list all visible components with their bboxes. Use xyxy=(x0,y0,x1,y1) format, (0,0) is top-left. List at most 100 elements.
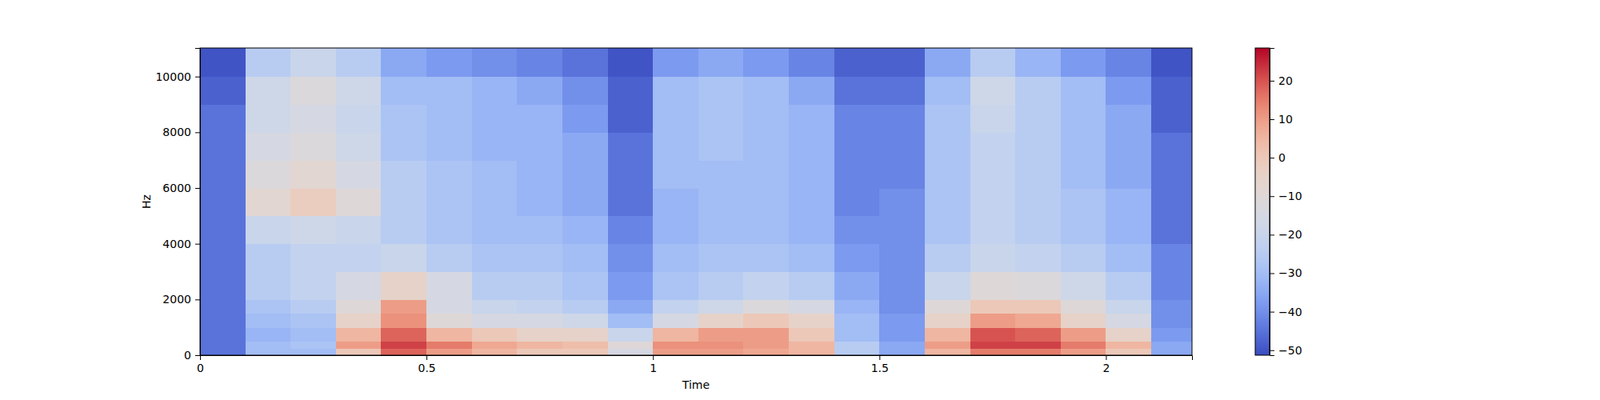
cell xyxy=(743,327,789,342)
x-axis-tick-label: 0.5 xyxy=(417,361,436,375)
cell xyxy=(1151,76,1192,105)
cell xyxy=(380,132,427,160)
cell xyxy=(1060,76,1107,105)
y-axis-tick: 0 xyxy=(184,348,200,362)
cell xyxy=(1105,348,1152,356)
cell xyxy=(516,48,563,77)
cell xyxy=(290,341,336,349)
cell xyxy=(970,272,1016,300)
cell xyxy=(788,341,835,349)
cell xyxy=(834,348,880,356)
cell xyxy=(879,341,925,349)
cell xyxy=(1105,76,1152,105)
cell xyxy=(426,216,472,244)
cell xyxy=(608,327,654,342)
cell xyxy=(245,188,292,216)
cell xyxy=(834,188,880,216)
cell xyxy=(970,313,1016,328)
cell xyxy=(336,341,382,349)
cell xyxy=(652,348,699,356)
cell xyxy=(562,132,608,160)
cell xyxy=(380,299,427,314)
cell xyxy=(200,299,246,314)
cell xyxy=(743,76,789,105)
chart: 00.511.520200040006000800010000TimeHz−50… xyxy=(0,0,1600,400)
colorbar-axis-tick-label: 10 xyxy=(1278,112,1293,126)
colorbar-axis-tick: −20 xyxy=(1269,228,1303,241)
cell xyxy=(290,48,336,77)
x-axis-tick-label: 1.5 xyxy=(871,361,889,375)
cell xyxy=(788,313,835,328)
cell xyxy=(834,299,880,314)
x-axis: 00.511.52 xyxy=(196,355,1192,375)
cell xyxy=(1151,272,1192,300)
cell xyxy=(1015,327,1061,342)
cell xyxy=(608,132,654,160)
cell xyxy=(562,160,608,188)
cell xyxy=(834,48,880,77)
y-axis-line xyxy=(195,48,201,356)
colorbar-axis-tick: −30 xyxy=(1269,266,1303,280)
cell xyxy=(1015,272,1061,300)
cell xyxy=(743,341,789,349)
cell xyxy=(652,341,699,349)
y-axis-tick-label: 2000 xyxy=(162,292,192,306)
cell xyxy=(924,299,971,314)
cell xyxy=(200,216,246,244)
cell xyxy=(608,48,654,77)
cell xyxy=(1105,272,1152,300)
cell xyxy=(834,132,880,160)
cell xyxy=(608,76,654,105)
cell xyxy=(743,348,789,356)
cell xyxy=(608,216,654,244)
colorbar-axis-tick-mark xyxy=(1269,80,1275,82)
cell xyxy=(879,160,925,188)
y-axis-tick: 6000 xyxy=(162,181,200,195)
y-axis-tick-mark xyxy=(195,355,200,356)
cell xyxy=(970,132,1016,160)
colorbar xyxy=(1255,48,1270,356)
cell xyxy=(879,188,925,216)
cell xyxy=(290,327,336,342)
cell xyxy=(200,272,246,300)
cell xyxy=(1015,48,1061,77)
cell xyxy=(516,299,563,314)
x-axis-tick-label: 0 xyxy=(196,361,204,375)
x-axis-tick: 1.5 xyxy=(871,355,889,375)
cell xyxy=(1060,348,1107,356)
cell xyxy=(743,48,789,77)
cell xyxy=(788,327,835,342)
cell xyxy=(426,327,472,342)
x-axis-tick-label: 1 xyxy=(649,361,657,375)
cell xyxy=(426,160,472,188)
cell xyxy=(245,48,292,77)
cell xyxy=(336,132,382,160)
cell xyxy=(970,160,1016,188)
cell xyxy=(970,341,1016,349)
cell xyxy=(245,348,292,356)
colorbar-axis-tick-mark xyxy=(1269,234,1275,236)
y-axis-tick-mark xyxy=(195,76,200,78)
cell xyxy=(472,327,518,342)
cell xyxy=(472,313,518,328)
cell xyxy=(698,76,744,105)
cell xyxy=(652,272,699,300)
cell xyxy=(788,48,835,77)
cell xyxy=(472,48,518,77)
cell xyxy=(290,272,336,300)
cell xyxy=(1105,216,1152,244)
cell xyxy=(290,313,336,328)
y-axis-tick-mark xyxy=(195,188,200,189)
cell xyxy=(200,132,246,160)
colorbar-axis-tick-mark xyxy=(1269,350,1275,352)
cell xyxy=(562,348,608,356)
cell xyxy=(380,76,427,105)
cell xyxy=(698,188,744,216)
plot-frame xyxy=(200,48,1192,356)
cell xyxy=(200,104,246,133)
cell xyxy=(1015,132,1061,160)
cell xyxy=(1151,48,1192,77)
cell xyxy=(1105,188,1152,216)
cell xyxy=(788,348,835,356)
y-axis-tick-label: 8000 xyxy=(162,125,192,139)
